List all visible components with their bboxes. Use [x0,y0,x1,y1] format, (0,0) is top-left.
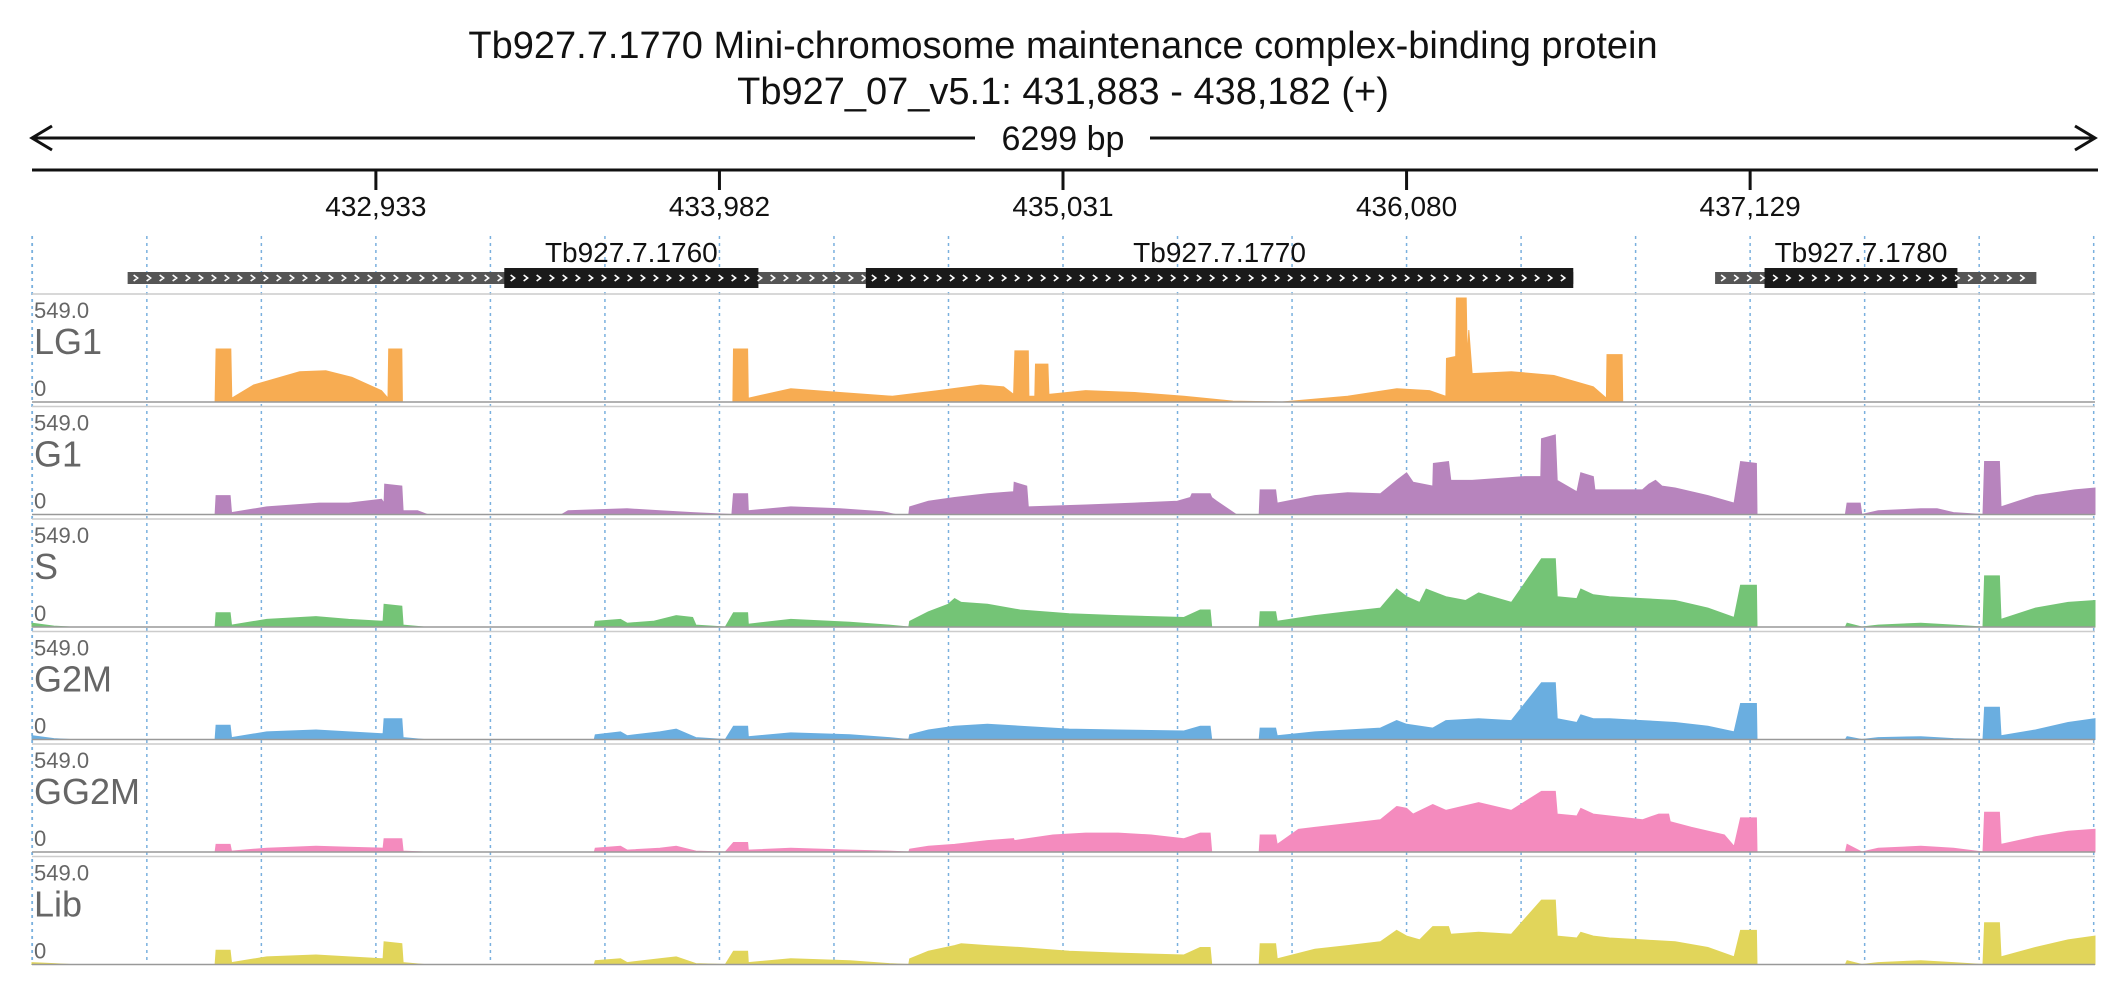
span-label: 6299 bp [1002,120,1125,158]
track-Lib: 549.0 0 Lib [31,855,2096,966]
ruler-tick-label: 435,031 [1012,191,1113,222]
track-ymax-label: 549.0 [34,861,89,886]
track-name: G1 [34,434,82,475]
coverage-area [31,558,2096,628]
vertical-gridlines [31,236,2095,965]
track-name: G2M [34,659,112,700]
gene-Tb927.7.1770[interactable]: Tb927.7.1770 [865,237,1574,288]
span-arrow: 6299 bp [29,120,2098,158]
ruler-tick-label: 432,933 [325,191,426,222]
plot-title: Tb927.7.1770 Mini-chromosome maintenance… [468,25,1657,67]
gene-label: Tb927.7.1760 [545,237,718,268]
track-name: S [34,546,58,587]
track-G1: 549.0 0 G1 [32,405,2096,516]
track-GG2M: 549.0 0 GG2M [32,743,2096,853]
track-ymax-label: 549.0 [34,298,89,323]
track-ymax-label: 549.0 [34,523,89,548]
coverage-area [214,790,2096,853]
track-name: Lib [34,884,82,925]
gene-track: Tb927.7.1760 Tb927.7.1770 Tb927.7.1780 [127,237,2037,288]
track-ymin-label: 0 [34,939,46,964]
strand-arrows [1720,274,2026,282]
ruler-tick-label: 437,129 [1700,191,1801,222]
ruler-ticks: 432,933 433,982 435,031 436,080 437,129 [325,170,1801,222]
plot-subtitle: Tb927_07_v5.1: 431,883 - 438,182 (+) [737,71,1389,113]
track-ymin-label: 0 [34,489,46,514]
track-name: LG1 [34,321,102,362]
ruler-tick-label: 436,080 [1356,191,1457,222]
track-ymin-label: 0 [34,601,46,626]
track-ymax-label: 549.0 [34,748,89,773]
gene-label: Tb927.7.1770 [1133,237,1306,268]
gene-Tb927.7.1780[interactable]: Tb927.7.1780 [1715,237,2037,288]
track-ymax-label: 549.0 [34,636,89,661]
track-name: GG2M [34,771,140,812]
track-S: 549.0 0 S [31,518,2096,628]
gene-label: Tb927.7.1780 [1775,237,1948,268]
coverage-tracks: 549.00LG1549.00G1549.00S549.00G2M549.00G… [31,293,2096,966]
gene-cds [865,268,1574,288]
track-ymax-label: 549.0 [34,411,89,436]
track-G2M: 549.0 0 G2M [31,630,2096,741]
gene-cds [1764,268,1958,288]
ruler-tick-label: 433,982 [669,191,770,222]
coverage-area [214,434,2096,516]
track-ymin-label: 0 [34,376,46,401]
track-ymin-label: 0 [34,714,46,739]
track-LG1: 549.0 0 LG1 [32,293,2095,403]
coverage-area [214,297,1624,403]
track-ymin-label: 0 [34,826,46,851]
strand-arrows [871,274,1567,282]
